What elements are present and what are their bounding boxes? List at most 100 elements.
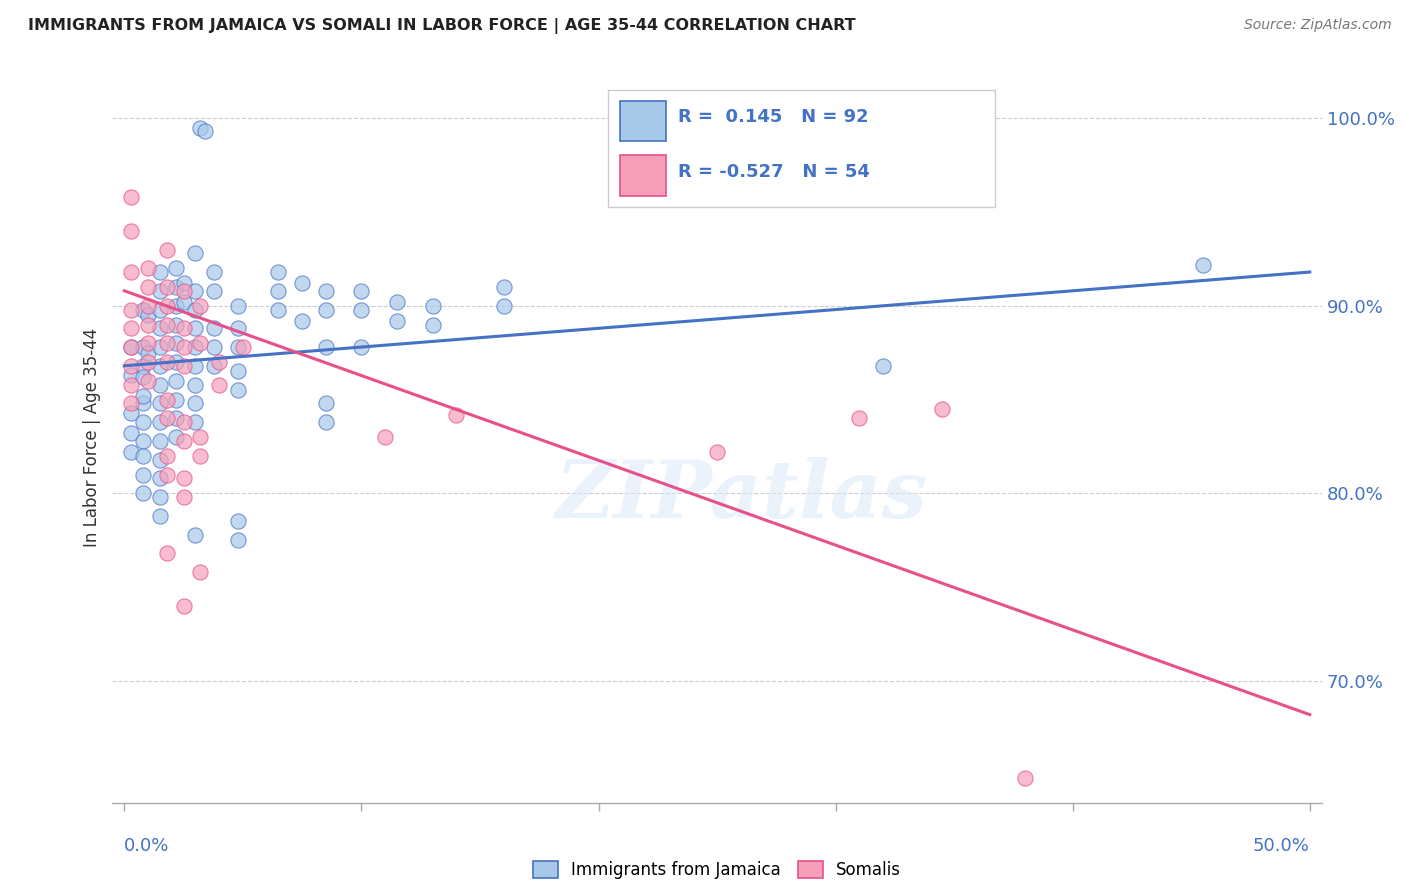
Point bbox=[226, 383, 249, 397]
Point bbox=[136, 318, 159, 332]
Point bbox=[184, 415, 207, 429]
Point bbox=[132, 389, 155, 403]
Point bbox=[120, 302, 142, 317]
Point bbox=[173, 277, 195, 291]
Point bbox=[166, 261, 188, 276]
Text: R = -0.527   N = 54: R = -0.527 N = 54 bbox=[678, 163, 870, 181]
Point bbox=[156, 280, 179, 294]
Point bbox=[149, 396, 172, 410]
Point bbox=[136, 280, 159, 294]
Point bbox=[184, 359, 207, 373]
Point bbox=[149, 508, 172, 523]
Point bbox=[173, 490, 195, 504]
Point bbox=[132, 415, 155, 429]
Point bbox=[612, 171, 634, 186]
Text: ZIPatlas: ZIPatlas bbox=[555, 457, 928, 534]
Point bbox=[188, 120, 211, 135]
Point bbox=[166, 374, 188, 388]
Bar bbox=[609, 90, 995, 207]
Point bbox=[291, 277, 314, 291]
Point bbox=[132, 486, 155, 500]
Point bbox=[706, 445, 728, 459]
Point bbox=[385, 314, 408, 328]
Point bbox=[156, 336, 179, 351]
Point bbox=[156, 467, 179, 482]
Point bbox=[208, 355, 231, 369]
Point bbox=[350, 340, 373, 354]
Point bbox=[132, 340, 155, 354]
Point bbox=[136, 261, 159, 276]
Point bbox=[315, 302, 337, 317]
Point bbox=[173, 359, 195, 373]
Point bbox=[136, 355, 159, 369]
Point bbox=[156, 392, 179, 407]
Legend: Immigrants from Jamaica, Somalis: Immigrants from Jamaica, Somalis bbox=[526, 855, 908, 886]
Point bbox=[204, 265, 226, 279]
Point bbox=[232, 340, 254, 354]
Point bbox=[136, 308, 159, 322]
Point bbox=[120, 445, 142, 459]
Bar bbox=[620, 155, 666, 195]
Point bbox=[931, 401, 953, 416]
Point bbox=[166, 430, 188, 444]
Point bbox=[188, 565, 211, 579]
Point bbox=[120, 190, 142, 204]
Point bbox=[149, 340, 172, 354]
Point bbox=[315, 415, 337, 429]
Point bbox=[166, 355, 188, 369]
Text: R =  0.145   N = 92: R = 0.145 N = 92 bbox=[678, 108, 869, 126]
Point bbox=[204, 284, 226, 298]
Point bbox=[136, 336, 159, 351]
Point bbox=[173, 434, 195, 448]
Point bbox=[188, 299, 211, 313]
Point bbox=[184, 302, 207, 317]
Point bbox=[120, 396, 142, 410]
Point bbox=[149, 434, 172, 448]
Point bbox=[132, 434, 155, 448]
Point bbox=[184, 396, 207, 410]
Point bbox=[492, 299, 515, 313]
Point bbox=[267, 302, 290, 317]
Point bbox=[184, 377, 207, 392]
Point bbox=[132, 449, 155, 463]
Point bbox=[120, 406, 142, 420]
Point bbox=[204, 321, 226, 335]
Point bbox=[492, 280, 515, 294]
Point bbox=[422, 299, 444, 313]
Point bbox=[226, 340, 249, 354]
Point bbox=[208, 377, 231, 392]
Point bbox=[422, 318, 444, 332]
Point bbox=[149, 471, 172, 485]
Point bbox=[156, 411, 179, 425]
Point bbox=[166, 336, 188, 351]
Point bbox=[149, 452, 172, 467]
Point bbox=[872, 359, 894, 373]
Point bbox=[350, 284, 373, 298]
Text: 0.0%: 0.0% bbox=[124, 837, 170, 855]
Y-axis label: In Labor Force | Age 35-44: In Labor Force | Age 35-44 bbox=[83, 327, 101, 547]
Text: IMMIGRANTS FROM JAMAICA VS SOMALI IN LABOR FORCE | AGE 35-44 CORRELATION CHART: IMMIGRANTS FROM JAMAICA VS SOMALI IN LAB… bbox=[28, 18, 856, 34]
Point bbox=[315, 396, 337, 410]
Point bbox=[149, 302, 172, 317]
Point bbox=[848, 411, 870, 425]
Point bbox=[226, 515, 249, 529]
Point bbox=[226, 533, 249, 548]
Point bbox=[315, 284, 337, 298]
Point bbox=[315, 340, 337, 354]
Point bbox=[173, 471, 195, 485]
Point bbox=[166, 411, 188, 425]
Point bbox=[156, 355, 179, 369]
Point bbox=[120, 224, 142, 238]
Point bbox=[149, 490, 172, 504]
Point bbox=[267, 284, 290, 298]
Point bbox=[267, 265, 290, 279]
Point bbox=[194, 124, 217, 138]
Point bbox=[149, 284, 172, 298]
Point bbox=[166, 280, 188, 294]
Point bbox=[173, 295, 195, 310]
Point bbox=[166, 392, 188, 407]
Point bbox=[226, 321, 249, 335]
Point bbox=[188, 430, 211, 444]
Point bbox=[184, 527, 207, 541]
Point bbox=[120, 340, 142, 354]
